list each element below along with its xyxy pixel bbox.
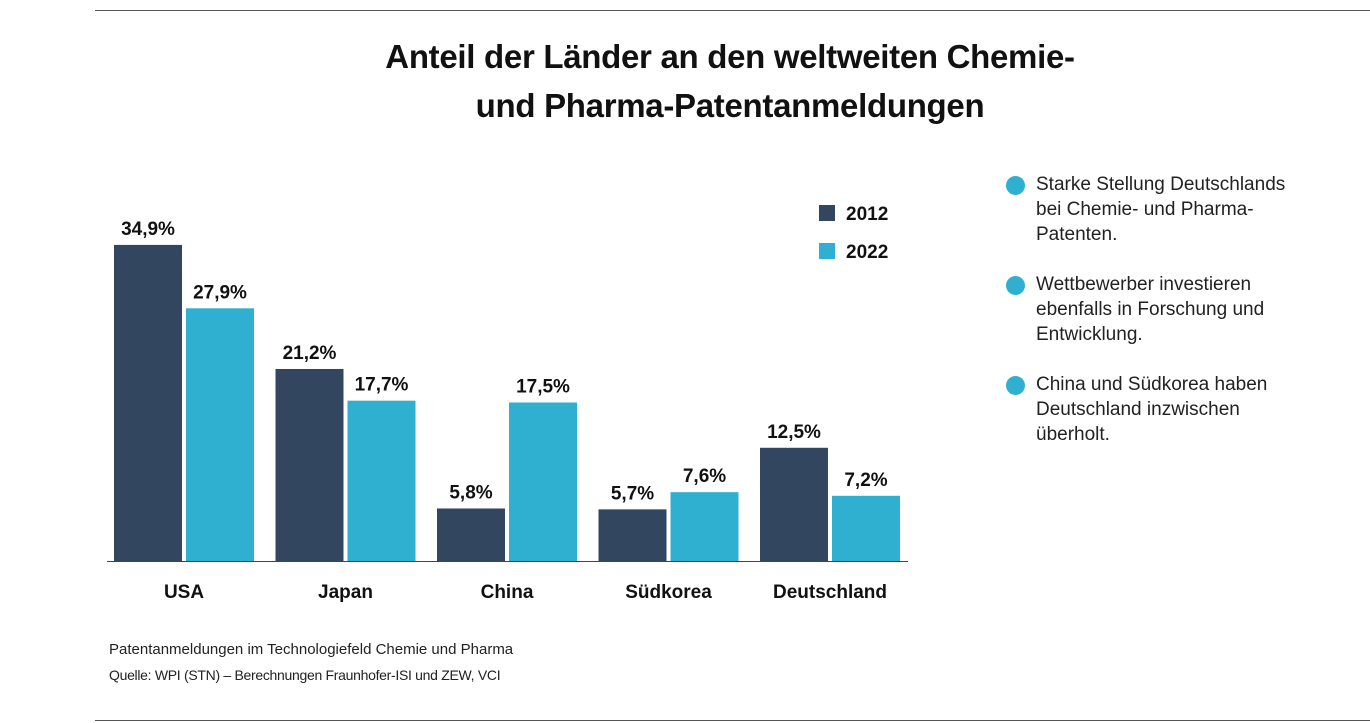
chart-description: Patentanmeldungen im Technologiefeld Che… <box>109 641 514 658</box>
bar-value-label: 17,7% <box>355 375 409 396</box>
bar-2022 <box>832 495 900 561</box>
legend-swatch-2022 <box>819 243 835 259</box>
bar-chart: 34,9% 27,9% USA 21,2% 17,7% Japan 5,8% 17,5% Chi… <box>107 204 908 603</box>
key-point-text: Starke Stellung Deutschlands bei Chemie-… <box>1036 174 1286 245</box>
key-point-text: Wettbewerber investieren ebenfalls in Fo… <box>1036 274 1265 345</box>
chart-title: Anteil der Länder an den weltweiten Chem… <box>230 32 1230 130</box>
bar-2022 <box>670 492 739 561</box>
bar-value-label: 27,9% <box>193 282 247 303</box>
source-note: Quelle: WPI (STN) – Berechnungen Fraunho… <box>109 667 501 683</box>
category-label: Japan <box>318 582 373 603</box>
bar-2022 <box>509 402 577 561</box>
bar-value-label: 34,9% <box>121 219 175 240</box>
key-point: Wettbewerber investieren ebenfalls in Fo… <box>1006 272 1346 347</box>
bar-value-label: 5,7% <box>611 483 654 504</box>
key-points: Starke Stellung Deutschlands bei Chemie-… <box>1006 172 1346 472</box>
bullet-dot-icon <box>1006 276 1025 295</box>
legend-swatch-2012 <box>819 205 835 221</box>
category-label: China <box>481 582 534 603</box>
category-label: Deutschland <box>773 582 887 603</box>
category-label: USA <box>164 582 204 603</box>
top-rule <box>95 10 1370 11</box>
bar-value-label: 12,5% <box>767 422 821 443</box>
bar-2012 <box>114 244 182 562</box>
bullet-dot-icon <box>1006 376 1025 395</box>
bar-2012 <box>598 509 667 561</box>
bar-2012 <box>275 368 344 561</box>
legend-label: 2022 <box>846 242 888 263</box>
key-point: China und Südkorea haben Deutschland inz… <box>1006 372 1346 447</box>
bar-value-label: 21,2% <box>283 343 337 364</box>
bar-value-label: 7,2% <box>844 470 887 491</box>
bar-2022 <box>347 400 416 561</box>
bar-value-label: 17,5% <box>516 377 570 398</box>
bullet-dot-icon <box>1006 176 1025 195</box>
bar-2012 <box>437 508 505 561</box>
bottom-rule <box>95 720 1370 721</box>
bar-2012 <box>760 447 828 561</box>
bar-value-label: 5,8% <box>449 482 492 503</box>
chart-title-line-2: und Pharma-Patentanmeldungen <box>475 87 985 124</box>
chart-title-line-1: Anteil der Länder an den weltweiten Chem… <box>385 38 1075 75</box>
legend-label: 2012 <box>846 204 888 225</box>
chart-footer: Patentanmeldungen im Technologiefeld Che… <box>109 640 513 685</box>
key-point: Starke Stellung Deutschlands bei Chemie-… <box>1006 172 1346 247</box>
bar-2022 <box>186 308 254 561</box>
bar-value-label: 7,6% <box>683 466 726 487</box>
key-point-text: China und Südkorea haben Deutschland inz… <box>1036 374 1268 445</box>
category-label: Südkorea <box>625 582 712 603</box>
